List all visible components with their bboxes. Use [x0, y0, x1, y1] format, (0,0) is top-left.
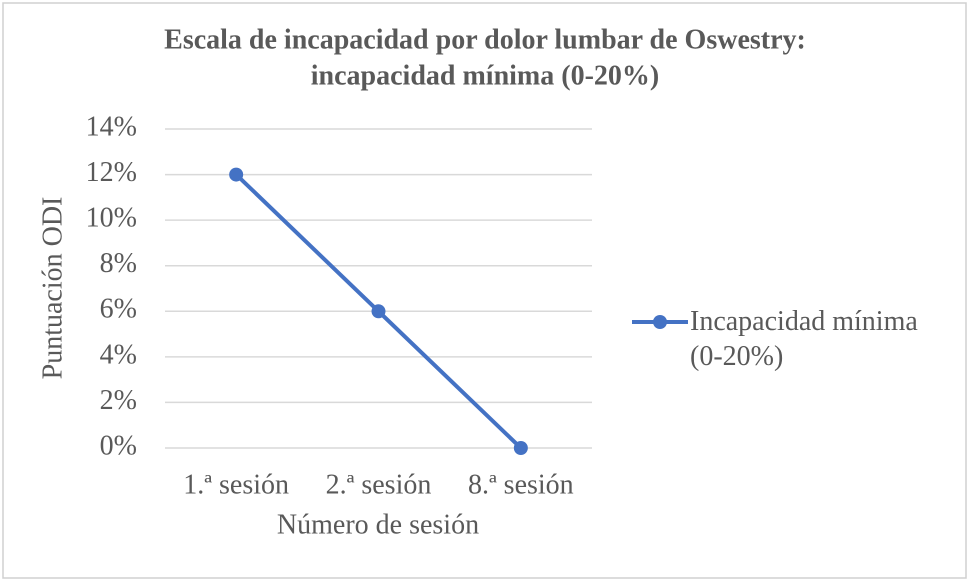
data-point — [229, 167, 244, 182]
y-axis-title: Puntuación ODI — [37, 197, 68, 380]
x-tick-label: 8.ª sesión — [468, 469, 574, 500]
y-tick-label: 8% — [100, 248, 137, 279]
y-tick-label: 4% — [100, 339, 137, 370]
y-tick-label: 12% — [86, 157, 137, 188]
x-tick-label: 2.ª sesión — [326, 469, 432, 500]
data-point — [371, 304, 386, 319]
y-tick-label: 6% — [100, 294, 137, 325]
y-tick-label: 10% — [86, 203, 137, 234]
x-axis-title: Número de sesión — [277, 509, 479, 540]
y-tick-label: 0% — [100, 430, 137, 461]
x-tick-label: 1.ª sesión — [183, 469, 289, 500]
legend-marker — [653, 315, 667, 329]
legend-label: Incapacidad mínima (0-20%) — [690, 306, 918, 372]
data-point — [513, 441, 528, 455]
y-tick-label: 2% — [100, 385, 137, 416]
chart-title: Escala de incapacidad por dolor lumbar d… — [164, 24, 806, 55]
chart-title: incapacidad mínima (0-20%) — [311, 60, 659, 91]
y-tick-label: 14% — [86, 111, 137, 142]
